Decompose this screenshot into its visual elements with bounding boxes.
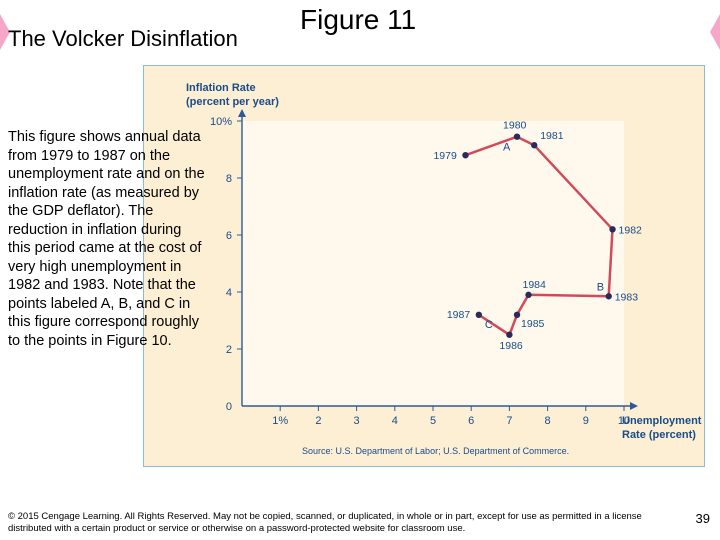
svg-text:1985: 1985 — [521, 318, 545, 330]
svg-text:C: C — [485, 319, 493, 331]
slide: Figure 11 The Volcker Disinflation 0 2 4 6 8… — [0, 0, 720, 540]
svg-text:1986: 1986 — [499, 340, 523, 352]
svg-text:10%: 10% — [210, 116, 232, 128]
chart-container: 0246810%1%2345678910Inflation Rate(perce… — [143, 65, 705, 467]
figure-title: Figure 11 — [300, 4, 416, 36]
page-number: 39 — [696, 511, 710, 526]
svg-text:Inflation Rate: Inflation Rate — [186, 82, 256, 94]
svg-text:0: 0 — [226, 401, 232, 413]
svg-text:B: B — [597, 281, 604, 293]
header: Figure 11 The Volcker Disinflation — [0, 0, 720, 60]
svg-text:7: 7 — [506, 415, 512, 427]
svg-text:(percent per year): (percent per year) — [186, 96, 279, 108]
svg-text:4: 4 — [392, 415, 398, 427]
figure-subtitle: The Volcker Disinflation — [8, 26, 238, 52]
svg-text:6: 6 — [468, 415, 474, 427]
copyright-footer: © 2015 Cengage Learning. All Rights Rese… — [8, 511, 668, 534]
svg-text:A: A — [503, 142, 511, 154]
svg-text:5: 5 — [430, 415, 436, 427]
svg-text:1984: 1984 — [523, 279, 547, 291]
svg-text:6: 6 — [226, 230, 232, 242]
svg-text:4: 4 — [226, 287, 232, 299]
svg-text:1982: 1982 — [619, 224, 643, 236]
svg-text:1979: 1979 — [433, 150, 457, 162]
caption-text: This figure shows annual data from 1979 … — [8, 128, 206, 351]
content: 0246810%1%2345678910Inflation Rate(perce… — [0, 60, 720, 480]
svg-text:1%: 1% — [272, 415, 288, 427]
svg-text:Source: U.S. Department of Lab: Source: U.S. Department of Labor; U.S. D… — [302, 446, 569, 456]
svg-text:Unemployment: Unemployment — [622, 415, 702, 427]
svg-text:2: 2 — [226, 344, 232, 356]
volcker-chart: 0246810%1%2345678910Inflation Rate(perce… — [144, 66, 704, 466]
svg-text:8: 8 — [545, 415, 551, 427]
svg-text:1981: 1981 — [540, 130, 564, 142]
svg-text:1983: 1983 — [615, 291, 639, 303]
svg-text:1980: 1980 — [503, 120, 527, 132]
svg-text:9: 9 — [583, 415, 589, 427]
svg-text:3: 3 — [354, 415, 360, 427]
svg-text:8: 8 — [226, 173, 232, 185]
svg-text:1987: 1987 — [447, 309, 471, 321]
svg-text:Rate (percent): Rate (percent) — [622, 429, 696, 441]
svg-text:2: 2 — [315, 415, 321, 427]
